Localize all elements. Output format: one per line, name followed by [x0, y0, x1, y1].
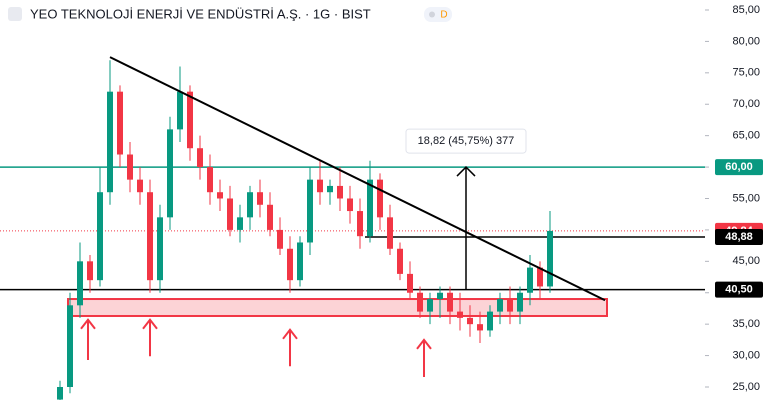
candle-body	[207, 167, 213, 193]
y-tick-label: 65,00	[732, 130, 760, 142]
trendline	[109, 56, 606, 302]
candle-body	[257, 192, 263, 205]
zone	[67, 298, 608, 317]
candle-body	[347, 198, 353, 212]
price-label: 48,88	[725, 231, 753, 243]
plot: 18,82 (45,75%) 377	[0, 56, 705, 400]
candle-body	[277, 229, 283, 249]
candle-body	[107, 91, 113, 193]
y-tick-label: 75,00	[732, 67, 760, 79]
candle-body	[527, 267, 533, 293]
candle-body	[397, 248, 403, 274]
candle-body	[387, 217, 393, 249]
candle-body	[147, 192, 153, 281]
candle-body	[327, 185, 333, 193]
candle-body	[547, 230, 553, 287]
candle-body	[297, 242, 303, 281]
y-tick-label: 70,00	[732, 98, 760, 110]
candle-body	[217, 192, 223, 199]
candle-body	[267, 204, 273, 230]
candle-body	[477, 324, 483, 331]
candle-body	[167, 129, 173, 218]
price-axis: 25,0030,0035,0040,0045,0050,0055,0060,00…	[705, 4, 763, 393]
price-label: 40,50	[725, 284, 753, 296]
arrow	[142, 318, 158, 357]
y-tick-label: 55,00	[732, 192, 760, 204]
measure-arrow	[456, 166, 476, 290]
candle-body	[247, 192, 253, 218]
y-tick-label: 35,00	[732, 318, 760, 330]
candle-body	[377, 179, 383, 218]
candle-body	[407, 273, 413, 293]
price-label-bg	[715, 228, 763, 245]
candle-body	[177, 91, 183, 130]
candle-body	[537, 267, 543, 287]
candle-body	[127, 154, 133, 180]
candle-body	[337, 185, 343, 199]
candle-body	[237, 217, 243, 230]
candle-body	[467, 317, 473, 325]
candle-body	[487, 311, 493, 331]
candle-body	[197, 148, 203, 168]
y-tick-label: 85,00	[732, 4, 760, 16]
badge-dot	[429, 11, 435, 18]
candle-body	[87, 261, 93, 281]
candle-body	[457, 311, 463, 318]
candle-body	[447, 292, 453, 312]
y-tick-label: 25,00	[732, 381, 760, 393]
candle-body	[117, 91, 123, 155]
logo	[8, 7, 22, 21]
arrow	[80, 318, 96, 360]
price-label-bg	[715, 159, 763, 176]
candle-body	[317, 179, 323, 193]
y-tick-label: 80,00	[732, 35, 760, 47]
candle-body	[517, 292, 523, 312]
candle-body	[357, 211, 363, 237]
candle-body	[67, 305, 73, 387]
candle-body	[137, 179, 143, 193]
candle-body	[437, 292, 443, 300]
candle-body	[97, 192, 103, 281]
candle-body	[427, 299, 433, 312]
badge-bg	[424, 7, 452, 22]
candle-body	[287, 248, 293, 281]
candle-body	[507, 299, 513, 312]
price-label-bg	[715, 281, 763, 298]
candle-body	[307, 179, 313, 243]
candle-body	[187, 91, 193, 149]
candle-body	[77, 261, 83, 306]
candle-body	[497, 299, 503, 312]
chart-title: YEO TEKNOLOJİ ENERJİ VE ENDÜSTRİ A.Ş. · …	[30, 6, 371, 21]
candle-body	[227, 198, 233, 230]
measure-label-bg	[405, 128, 527, 154]
badge: D	[440, 10, 447, 21]
candle-body	[367, 179, 373, 237]
candle-body	[157, 217, 163, 281]
measure-label: 18,82 (45,75%) 377	[418, 135, 515, 147]
price-label: 60,00	[725, 161, 753, 173]
arrow	[416, 338, 432, 377]
y-tick-label: 45,00	[732, 255, 760, 267]
header: YEO TEKNOLOJİ ENERJİ VE ENDÜSTRİ A.Ş. · …	[8, 6, 452, 22]
candle-body	[417, 292, 423, 312]
y-tick-label: 30,00	[732, 349, 760, 361]
candle-body	[57, 386, 63, 400]
arrow	[282, 328, 298, 367]
